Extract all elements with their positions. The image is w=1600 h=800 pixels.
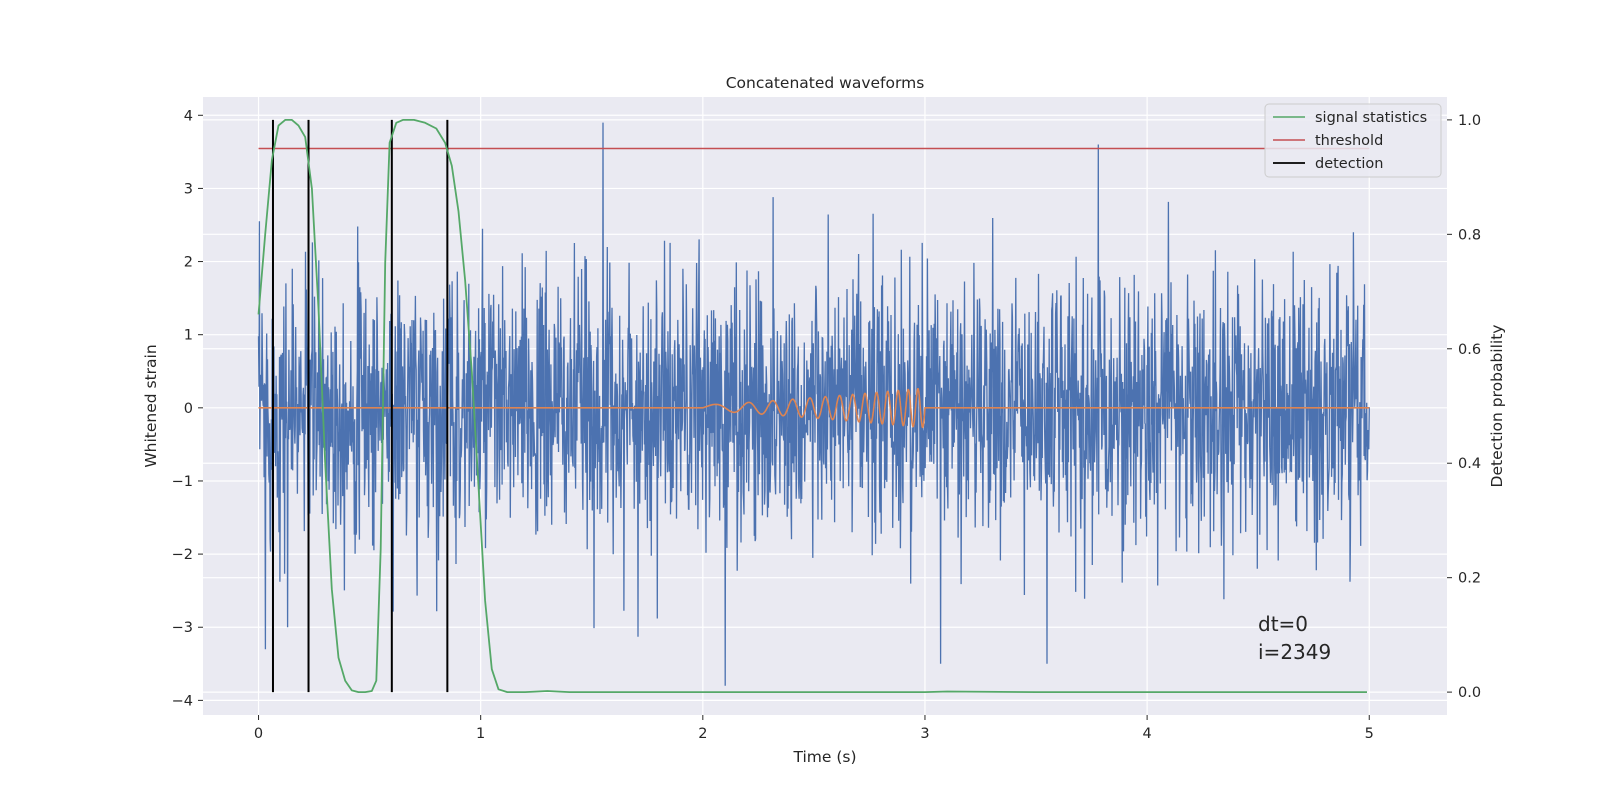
y-tick-label: −3 (172, 620, 193, 636)
legend-signal-statistics-label: signal statistics (1315, 110, 1427, 126)
annotation-dt: dt=0 (1258, 612, 1308, 636)
legend: signal statistics threshold detection (1264, 103, 1442, 178)
annotation: dt=0 i=2349 (1258, 612, 1331, 664)
y2-tick-label: 1.0 (1458, 113, 1481, 129)
x-tick-label: 2 (698, 726, 707, 742)
strain-series-line (257, 122, 1370, 686)
y-tick-label: −4 (172, 693, 193, 709)
y-tick-label: 1 (184, 328, 193, 344)
signal-statistics-line (257, 119, 1367, 693)
y-tick-label: −2 (172, 547, 193, 563)
annotation-index: i=2349 (1258, 640, 1331, 664)
x-tick-label: 3 (920, 726, 929, 742)
y2-tick-label: 0.2 (1458, 571, 1481, 587)
y-tick-label: −1 (172, 474, 193, 490)
y2-axis-label: Detection probability (1488, 325, 1506, 488)
y2-tick-label: 0.8 (1458, 227, 1481, 243)
y-tick-label: 0 (184, 401, 193, 417)
y-tick-label: 3 (184, 181, 193, 197)
x-tick-label: 1 (476, 726, 485, 742)
legend-box (1264, 103, 1442, 178)
legend-detection-label: detection (1315, 156, 1383, 172)
y2-tick-label: 0.4 (1458, 456, 1481, 472)
x-tick-label: 0 (254, 726, 263, 742)
x-tick-label: 5 (1365, 726, 1374, 742)
chart-title: Concatenated waveforms (726, 74, 925, 92)
axes: 0 1 2 3 4 5 4 3 2 1 0 −1 −2 −3 −4 1.0 0.8 0.6 0.4 0.2 0.0 (172, 108, 1481, 742)
y2-tick-label: 0.6 (1458, 342, 1481, 358)
injection-series-line (258, 388, 1370, 429)
x-tick-label: 4 (1142, 726, 1151, 742)
legend-threshold-label: threshold (1315, 133, 1383, 149)
y-tick-label: 2 (184, 255, 193, 271)
x-axis-label: Time (s) (792, 748, 856, 766)
y2-tick-label: 0.0 (1458, 685, 1481, 701)
data-layer (257, 119, 1370, 693)
y-tick-label: 4 (184, 108, 193, 124)
y-axis-label: Whitened strain (142, 344, 160, 467)
